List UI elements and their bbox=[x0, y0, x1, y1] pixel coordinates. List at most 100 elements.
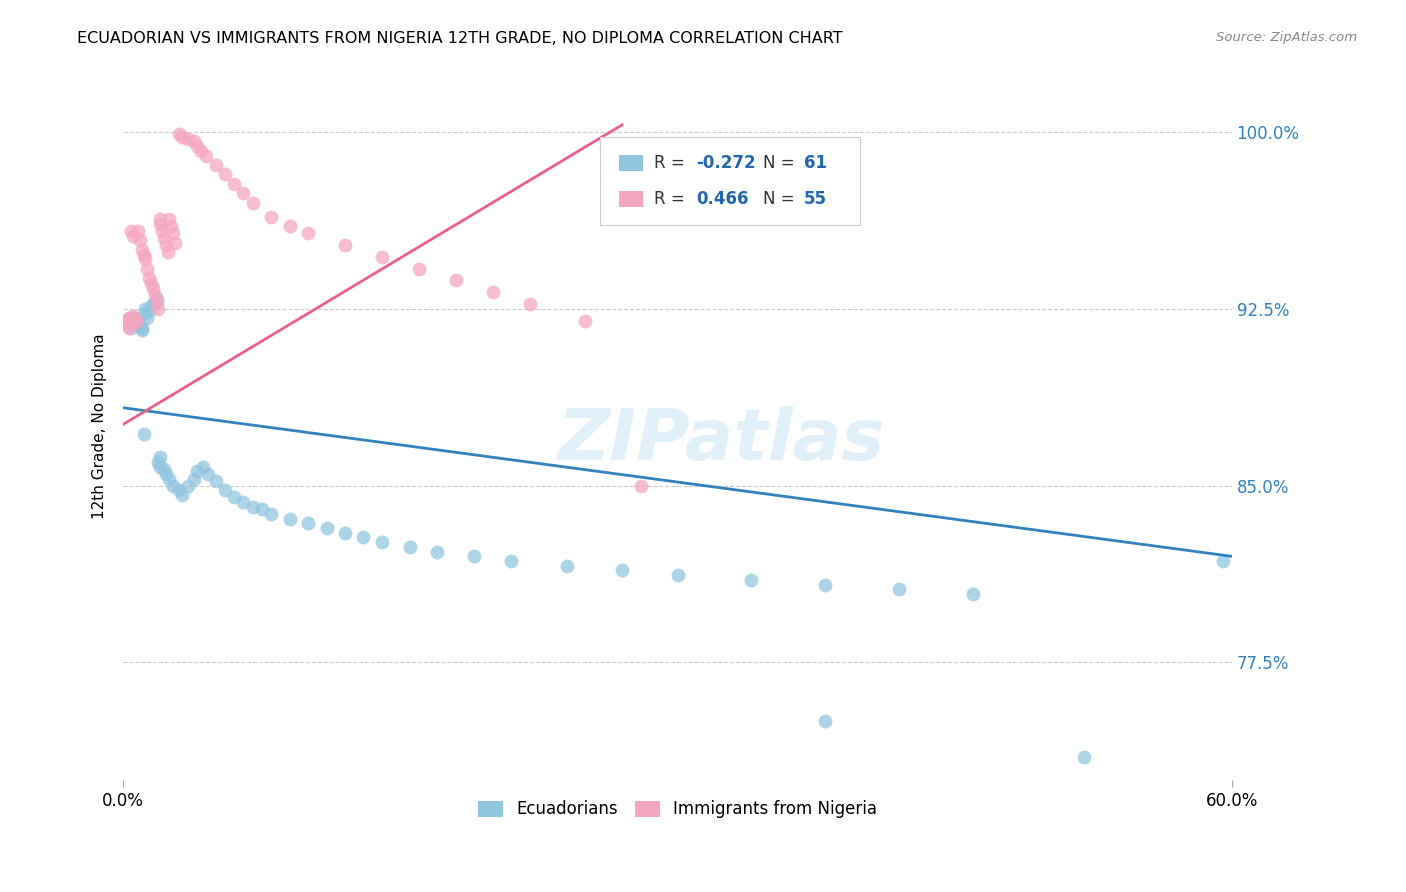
Point bbox=[149, 459, 172, 474]
Point bbox=[260, 210, 283, 224]
Point bbox=[136, 311, 159, 326]
Point bbox=[159, 471, 181, 485]
Point bbox=[136, 261, 159, 276]
Point bbox=[224, 491, 246, 505]
Point bbox=[115, 316, 138, 330]
Point bbox=[153, 231, 176, 245]
Point bbox=[167, 128, 190, 142]
Point bbox=[242, 195, 264, 210]
Text: 61: 61 bbox=[804, 154, 827, 172]
Point bbox=[149, 450, 172, 465]
Point bbox=[195, 148, 218, 162]
Point bbox=[242, 500, 264, 514]
Point bbox=[160, 219, 183, 234]
Point bbox=[120, 320, 142, 334]
Point bbox=[129, 318, 152, 333]
Text: ECUADORIAN VS IMMIGRANTS FROM NIGERIA 12TH GRADE, NO DIPLOMA CORRELATION CHART: ECUADORIAN VS IMMIGRANTS FROM NIGERIA 12… bbox=[77, 31, 844, 46]
Point bbox=[278, 511, 301, 525]
Point bbox=[224, 177, 246, 191]
Y-axis label: 12th Grade, No Diploma: 12th Grade, No Diploma bbox=[93, 334, 107, 519]
Legend: Ecuadorians, Immigrants from Nigeria: Ecuadorians, Immigrants from Nigeria bbox=[471, 794, 884, 825]
Point bbox=[408, 261, 430, 276]
Point bbox=[143, 287, 166, 301]
Point bbox=[1211, 554, 1233, 568]
Point bbox=[630, 478, 652, 492]
Point bbox=[121, 318, 143, 333]
Point bbox=[127, 224, 149, 238]
Point bbox=[124, 316, 146, 330]
Point bbox=[190, 144, 212, 158]
Point bbox=[501, 554, 523, 568]
Point bbox=[120, 224, 142, 238]
Point bbox=[134, 306, 156, 320]
Point bbox=[138, 271, 160, 285]
Point bbox=[962, 587, 984, 601]
Point bbox=[191, 459, 214, 474]
Point bbox=[278, 219, 301, 234]
Point bbox=[444, 273, 467, 287]
Text: N =: N = bbox=[763, 190, 800, 208]
Point bbox=[371, 250, 394, 264]
Point bbox=[740, 573, 762, 587]
Point bbox=[139, 299, 162, 313]
Point bbox=[463, 549, 485, 564]
Point bbox=[149, 212, 172, 227]
Point bbox=[1073, 749, 1095, 764]
Point bbox=[124, 311, 146, 326]
Point bbox=[574, 313, 596, 327]
Point bbox=[115, 316, 138, 330]
Point bbox=[183, 471, 205, 485]
Point bbox=[138, 304, 160, 318]
Point bbox=[131, 320, 153, 334]
Bar bbox=[619, 191, 643, 207]
Point bbox=[371, 535, 394, 549]
Point bbox=[353, 531, 375, 545]
Point bbox=[555, 558, 578, 573]
Point bbox=[814, 577, 837, 591]
Point bbox=[162, 227, 184, 241]
Point bbox=[150, 224, 173, 238]
Point bbox=[177, 478, 200, 492]
Point bbox=[398, 540, 420, 554]
Point bbox=[814, 714, 837, 729]
Point bbox=[481, 285, 503, 300]
Point bbox=[232, 186, 254, 201]
Point bbox=[148, 301, 170, 316]
Point bbox=[204, 474, 226, 488]
Point bbox=[260, 507, 283, 521]
Point bbox=[124, 311, 146, 326]
Point bbox=[145, 293, 167, 307]
Point bbox=[118, 320, 141, 334]
Point bbox=[162, 478, 184, 492]
Point bbox=[118, 311, 141, 326]
Point bbox=[889, 582, 911, 597]
Point bbox=[172, 129, 194, 144]
Point bbox=[132, 426, 155, 441]
Point bbox=[315, 521, 337, 535]
Point bbox=[114, 313, 136, 327]
Point bbox=[121, 309, 143, 323]
Point bbox=[139, 276, 162, 290]
Point bbox=[155, 467, 177, 481]
Point bbox=[142, 280, 165, 294]
Point bbox=[148, 455, 170, 469]
Point bbox=[149, 217, 172, 231]
Point bbox=[143, 294, 166, 309]
Point bbox=[114, 313, 136, 327]
Point bbox=[232, 495, 254, 509]
Point bbox=[153, 462, 176, 476]
Point bbox=[145, 294, 167, 309]
Point bbox=[142, 297, 165, 311]
Point bbox=[250, 502, 273, 516]
Point bbox=[118, 311, 141, 326]
Point bbox=[155, 238, 177, 252]
Point bbox=[159, 212, 181, 227]
Point bbox=[183, 134, 205, 148]
Point bbox=[333, 525, 356, 540]
Text: R =: R = bbox=[654, 154, 690, 172]
Point bbox=[186, 465, 208, 479]
FancyBboxPatch shape bbox=[600, 136, 860, 225]
Point bbox=[297, 227, 319, 241]
Point bbox=[125, 316, 148, 330]
Point bbox=[131, 323, 153, 337]
